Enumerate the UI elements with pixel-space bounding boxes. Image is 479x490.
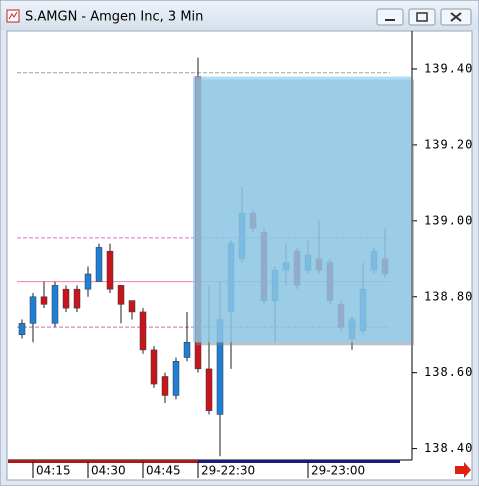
app-icon-glyph — [8, 11, 18, 20]
minimize-button[interactable] — [376, 8, 404, 26]
candle-body — [150, 349, 158, 385]
candle-body — [106, 250, 114, 290]
y-tick-label: 139.40 — [424, 61, 473, 75]
candle-body — [40, 296, 48, 305]
candle-body — [161, 376, 169, 396]
y-tick-label: 138.40 — [424, 441, 473, 455]
close-glyph — [450, 12, 462, 22]
scroll-arrow[interactable] — [455, 462, 471, 478]
x-tick-label: 04:15 — [36, 464, 71, 478]
maximize-button[interactable] — [408, 8, 436, 26]
plot: 138.40 138.60 138.80 139.00 139.20 139.40 04:1… — [17, 57, 473, 478]
candle-body — [205, 368, 213, 411]
y-tick-label: 138.60 — [424, 365, 473, 379]
y-tick-label: 139.20 — [424, 137, 473, 151]
candle-body — [128, 300, 136, 313]
window-title: S.AMGN - Amgen Inc, 3 Min — [25, 10, 203, 25]
candle-body — [29, 296, 37, 324]
candle-body — [139, 311, 147, 351]
y-tick-label: 139.00 — [424, 213, 473, 227]
window-buttons — [376, 8, 472, 26]
candle-body — [51, 285, 59, 324]
y-tick-label: 138.80 — [424, 289, 473, 303]
candle-body — [62, 288, 70, 309]
candle-body — [95, 247, 103, 282]
highlight-box — [193, 76, 411, 343]
candle-body — [84, 273, 92, 290]
candle-body — [18, 323, 26, 335]
x-tick-label: 29-22:30 — [201, 464, 255, 478]
candle-body — [183, 342, 191, 358]
candle-body — [73, 288, 81, 309]
x-tick-label: 29-23:00 — [311, 464, 365, 478]
maximize-glyph — [416, 12, 428, 22]
candle-body — [172, 361, 180, 396]
x-tick-label: 04:45 — [146, 464, 181, 478]
candle-body — [117, 285, 125, 305]
x-tick-label: 04:30 — [91, 464, 126, 478]
